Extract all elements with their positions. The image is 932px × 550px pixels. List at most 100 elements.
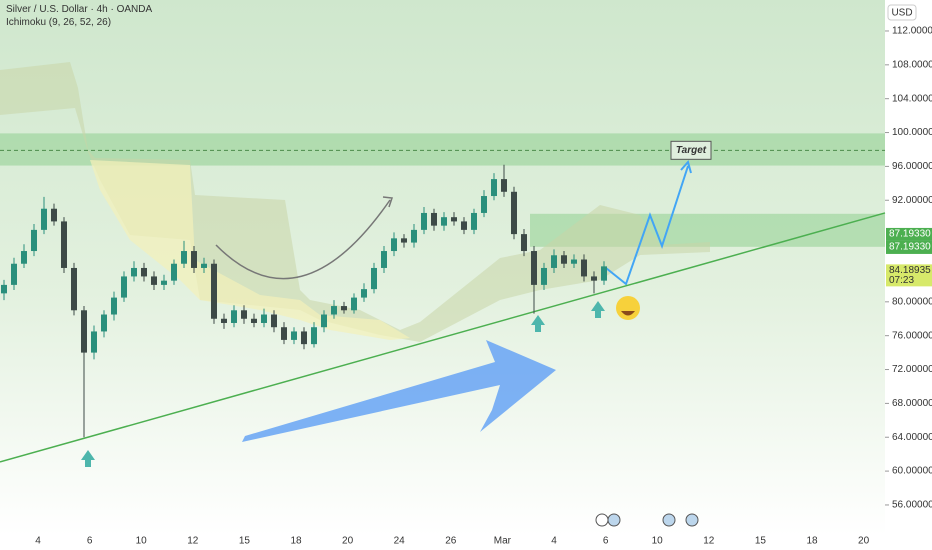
x-tick-label: 20 [342, 536, 354, 547]
candle-body [171, 263, 177, 281]
x-tick-label: 18 [290, 536, 302, 547]
candle-body [181, 251, 187, 264]
candle-body [471, 212, 477, 230]
candle-body [451, 217, 457, 222]
candle-body [431, 212, 437, 226]
candle-body [461, 221, 467, 230]
x-tick-label: 18 [806, 536, 818, 547]
price-label: 84.18935 [889, 265, 931, 276]
candle-body [601, 266, 607, 281]
projection-path [605, 165, 689, 286]
target-label: Target [676, 145, 707, 156]
y-tick-label: 92.00000 [892, 195, 932, 206]
x-tick-label: 6 [603, 536, 609, 547]
y-tick-label: 100.00000 [892, 127, 932, 138]
candle-body [321, 314, 327, 328]
candle-body [31, 229, 37, 252]
candle-body [501, 179, 507, 192]
candle-body [341, 306, 347, 311]
candle-body [191, 251, 197, 268]
price-label-box [886, 264, 932, 287]
price-label: 87.19330 [889, 229, 931, 240]
time-axis-panel [0, 535, 885, 550]
up-arrow [531, 315, 545, 332]
currency-box[interactable] [887, 4, 917, 21]
big-arrow [242, 340, 556, 442]
candle-body [571, 259, 577, 264]
candle-body [591, 276, 597, 281]
candle-body [211, 263, 217, 319]
candle-body [521, 234, 527, 252]
x-tick-label: 12 [187, 536, 199, 547]
candle-body [311, 327, 317, 345]
candle-body [251, 318, 257, 323]
projection-arrow-head [680, 159, 692, 174]
x-tick-label: 4 [35, 536, 41, 547]
event-icon [662, 513, 676, 527]
countdown: 07:23 [889, 275, 914, 286]
chart-title: Silver / U.S. Dollar · 4h · OANDA [6, 4, 153, 15]
candle-body [561, 255, 567, 264]
candle-body [381, 251, 387, 268]
x-tick-label: 4 [551, 536, 557, 547]
candle-body [511, 191, 517, 235]
y-tick-label: 68.00000 [892, 398, 932, 409]
candle-body [1, 284, 7, 294]
indicator-label: Ichimoku (9, 26, 52, 26) [6, 17, 112, 28]
candle-body [531, 251, 537, 285]
ichimoku-cloud-lower [90, 160, 410, 340]
price-label-box [886, 240, 932, 254]
x-tick-label: 15 [239, 536, 251, 547]
price-label-box [886, 227, 932, 241]
candle-body [141, 267, 147, 277]
candle-body [161, 280, 167, 285]
y-tick-label: 72.00000 [892, 364, 932, 375]
event-icon [595, 513, 609, 527]
candle-body [71, 267, 77, 311]
candle-body [281, 327, 287, 340]
x-tick-label: 26 [445, 536, 457, 547]
y-tick-label: 96.00000 [892, 161, 932, 172]
plot-background [0, 0, 885, 535]
x-tick-label: 6 [87, 536, 93, 547]
candle-body [151, 276, 157, 285]
candle-body [421, 212, 427, 230]
candle-body [241, 310, 247, 319]
candle-body [111, 297, 117, 315]
x-tick-label: 15 [755, 536, 767, 547]
candle-body [541, 267, 547, 285]
candle-body [61, 221, 67, 268]
y-tick-label: 108.00000 [892, 59, 932, 70]
emoji-mouth [621, 311, 635, 316]
candle-body [231, 310, 237, 323]
candle-body [291, 331, 297, 340]
y-tick-label: 64.00000 [892, 432, 932, 443]
x-tick-label: 10 [652, 536, 664, 547]
candle-body [201, 263, 207, 268]
candle-body [441, 217, 447, 226]
x-tick-label: 12 [703, 536, 715, 547]
up-arrow [81, 450, 95, 467]
event-icon [607, 513, 621, 527]
y-tick-label: 80.00000 [892, 296, 932, 307]
x-tick-label: Mar [494, 536, 512, 547]
candle-body [481, 196, 487, 213]
candle-body [21, 251, 27, 264]
y-tick-label: 112.00000 [892, 26, 932, 37]
x-tick-label: 20 [858, 536, 870, 547]
candle-body [271, 314, 277, 328]
emoji [616, 296, 640, 320]
y-tick-label: 76.00000 [892, 330, 932, 341]
candle-body [91, 331, 97, 353]
candle-body [331, 306, 337, 315]
candle-body [101, 314, 107, 332]
event-icon [685, 513, 699, 527]
candle-body [351, 297, 357, 311]
candle-body [401, 238, 407, 243]
candle-body [41, 208, 47, 230]
currency-label: USD [891, 8, 912, 19]
candle-body [121, 276, 127, 298]
candle-body [221, 318, 227, 323]
